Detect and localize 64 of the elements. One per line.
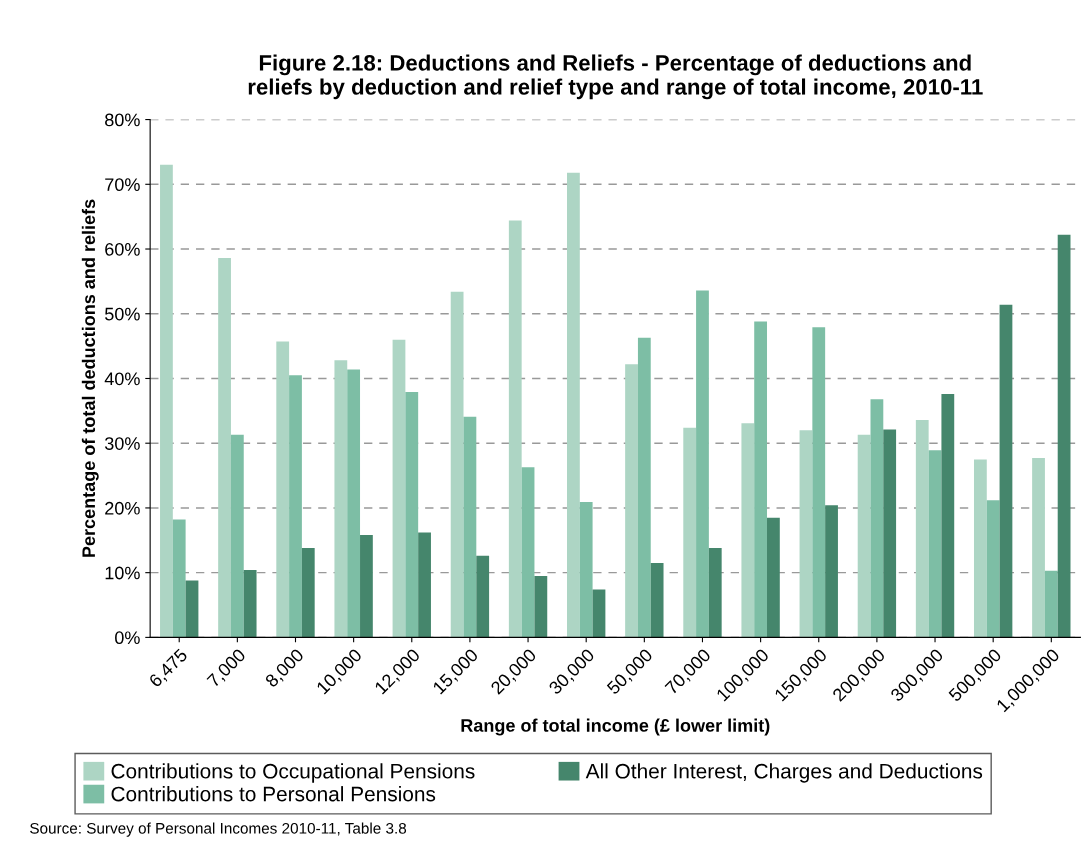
- y-tick-label: 20%: [105, 501, 140, 515]
- source-note: Source: Survey of Personal Incomes 2010-11, Table 3.8: [30, 822, 407, 837]
- bar: [243, 570, 257, 638]
- y-tick-label: 10%: [105, 566, 140, 580]
- bar: [476, 555, 490, 638]
- bar: [799, 430, 813, 638]
- bar: [463, 416, 477, 638]
- bar: [230, 434, 244, 638]
- bar: [392, 339, 406, 638]
- bar: [534, 575, 548, 638]
- bar: [683, 427, 697, 638]
- bar: [650, 562, 664, 638]
- bar: [521, 467, 535, 638]
- y-axis-title: Percentage of total deductions and reliefs: [81, 199, 99, 557]
- bar: [915, 419, 929, 638]
- bar: [334, 360, 348, 638]
- bar: [941, 394, 955, 638]
- bar: [973, 459, 987, 638]
- chart-title: Figure 2.18: Deductions and Reliefs - Percentage of deductions and reliefs by deduction and relief type and range of total income, 2010-11: [248, 54, 983, 100]
- bar: [160, 164, 173, 638]
- y-tick-label: 40%: [104, 372, 140, 386]
- bar: [825, 505, 838, 638]
- bar: [405, 392, 419, 638]
- bar: [999, 304, 1013, 638]
- bar: [708, 548, 722, 638]
- bar: [696, 290, 709, 638]
- y-tick-label: 60%: [105, 242, 140, 256]
- bar: [218, 258, 231, 638]
- bar: [347, 369, 361, 638]
- legend-label: Contributions to Personal Pensions: [111, 786, 436, 802]
- bar: [592, 589, 606, 638]
- bar: [360, 535, 373, 638]
- bar: [812, 327, 826, 638]
- bar: [172, 519, 186, 638]
- x-axis-title: Range of total income (£ lower limit): [461, 718, 770, 736]
- bar: [1032, 458, 1045, 638]
- y-tick-label: 50%: [105, 307, 140, 321]
- legend-label: Contributions to Occupational Pensions: [111, 763, 475, 783]
- bar: [741, 423, 755, 638]
- bar: [579, 502, 593, 638]
- bar: [1044, 570, 1058, 638]
- bar: [276, 341, 290, 638]
- bar: [185, 580, 199, 638]
- y-tick-label: 70%: [105, 178, 140, 192]
- bar: [637, 337, 651, 638]
- bar: [883, 429, 897, 638]
- y-tick-label: 80%: [105, 113, 140, 127]
- bar: [301, 548, 315, 638]
- bar: [986, 500, 1000, 638]
- bar: [1057, 234, 1071, 638]
- bar: [857, 434, 871, 638]
- y-tick-label: 0%: [115, 631, 140, 645]
- bar: [289, 375, 302, 638]
- bar: [754, 321, 768, 638]
- bar: [418, 532, 431, 638]
- bar: [625, 364, 638, 638]
- y-tick-label: 30%: [104, 437, 140, 450]
- bar: [870, 399, 884, 638]
- bar: [928, 450, 942, 638]
- bar: [508, 220, 522, 638]
- bar: [767, 517, 780, 638]
- legend-label: All Other Interest, Charges and Deductions: [585, 763, 983, 783]
- bar: [567, 172, 580, 638]
- bar: [450, 291, 464, 638]
